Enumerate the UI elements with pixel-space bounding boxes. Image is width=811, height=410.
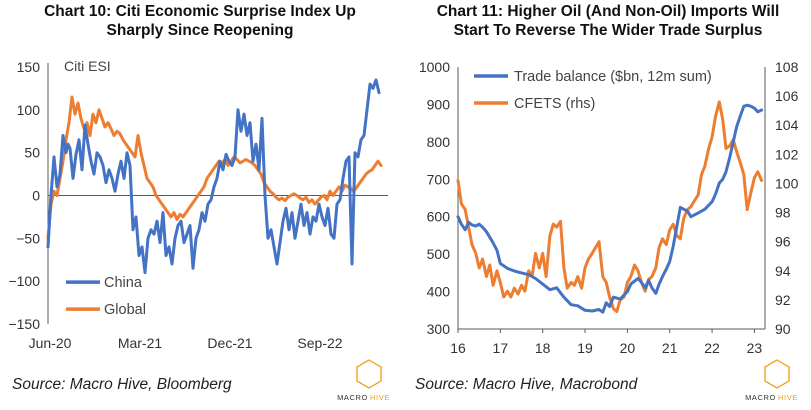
x-tick-label: 18 [535,340,551,356]
macro-hive-logo: MACRO HIVE [337,359,390,402]
x-tick-label: 22 [704,340,720,356]
chart-11-title-line-1: Chart 11: Higher Oil (And Non-Oil) Impor… [436,3,780,20]
left-y-tick-label: 800 [427,134,451,150]
legend-label-cfets: CFETS (rhs) [514,96,595,112]
y-tick-label: 100 [17,102,41,118]
series-line-global [46,95,383,240]
chart-11-plot: 1000 900 800 700 600 500 400 300 108 106 104 102 100… [419,59,799,356]
legend-label-global: Global [104,302,146,318]
x-tick-label: Mar-21 [118,335,163,351]
chart-10-source: Source: Macro Hive, Bloomberg [12,376,232,393]
x-tick-label: 17 [493,340,509,356]
macro-hive-logo: MACRO HIVE [745,359,798,402]
x-tick-label: Sep-22 [297,335,342,351]
chart-11-title: Chart 11: Higher Oil (And Non-Oil) Impor… [405,2,811,40]
chart-11-source: Source: Macro Hive, Macrobond [415,376,638,393]
left-y-tick-label: 1000 [419,59,450,75]
x-tick-label: 19 [577,340,593,356]
legend-label-china: China [104,275,143,291]
logo-text-macro: MACRO [745,393,776,402]
right-y-tick-label: 104 [775,117,799,133]
inner-label: Citi ESI [64,58,111,74]
y-tick-label: −100 [8,273,40,289]
right-y-tick-label: 96 [775,234,791,250]
series-line-trade-balance [456,103,764,314]
y-tick-label: 150 [17,59,41,75]
left-y-tick-label: 500 [427,246,451,262]
chart-10-title-line-1: Chart 10: Citi Economic Surprise Index U… [44,3,356,20]
logo-text-hive: HIVE [778,393,798,402]
x-tick-label: 21 [662,340,678,356]
logo-text-hive: HIVE [370,393,390,402]
y-tick-label: −150 [8,316,40,332]
chart-10-title-line-2: Sharply Since Reopening [106,22,294,39]
chart-10-title: Chart 10: Citi Economic Surprise Index U… [0,2,400,40]
right-y-tick-label: 92 [775,292,791,308]
right-y-tick-label: 106 [775,88,799,104]
logo-text-macro: MACRO [337,393,368,402]
right-y-tick-label: 100 [775,175,799,191]
left-y-tick-label: 600 [427,209,451,225]
y-tick-label: 0 [32,188,40,204]
legend-label-trade-balance: Trade balance ($bn, 12m sum) [514,69,712,85]
hive-hexagon-icon [764,359,790,389]
x-tick-label: 23 [747,340,763,356]
y-tick-label: 50 [24,145,40,161]
x-tick-label: 16 [450,340,466,356]
right-y-tick-label: 102 [775,146,799,162]
series-line-china [46,78,381,275]
hive-hexagon-icon [356,359,382,389]
left-y-tick-label: 300 [427,321,451,337]
left-y-tick-label: 400 [427,284,451,300]
chart-10-plot: 150 100 50 0 −50 −100 −150 Jun-20 Mar-21 Dec-21 Se… [8,58,388,351]
x-tick-label: Jun-20 [29,335,72,351]
right-y-tick-label: 108 [775,59,799,75]
chart-11-panel: Chart 11: Higher Oil (And Non-Oil) Impor… [405,0,811,410]
chart-10-panel: Chart 10: Citi Economic Surprise Index U… [0,0,400,410]
y-tick-label: −50 [16,230,40,246]
right-y-tick-label: 94 [775,263,791,279]
x-tick-label: 20 [620,340,636,356]
left-y-tick-label: 700 [427,171,451,187]
series-line-cfets [456,100,764,313]
right-y-tick-label: 90 [775,321,791,337]
left-y-tick-label: 900 [427,96,451,112]
x-tick-label: Dec-21 [207,335,252,351]
chart-11-title-line-2: Start To Reverse The Wider Trade Surplus [453,22,763,39]
right-y-tick-label: 98 [775,205,791,221]
